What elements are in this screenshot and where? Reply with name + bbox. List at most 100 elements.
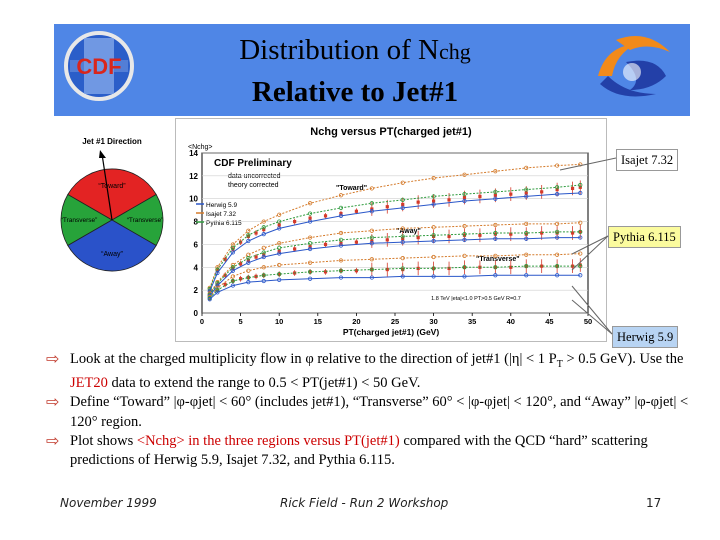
chart-data-point-toward <box>231 247 235 251</box>
nchg-chart: Nchg versus PT(charged jet#1) <Nchg> PT(… <box>188 126 592 337</box>
chart-data-point-transverse <box>223 282 227 287</box>
bullet-1-sub: T <box>556 358 563 370</box>
region-label-toward: "Toward" <box>336 185 367 192</box>
chart-data-point-toward <box>493 193 497 197</box>
chart-data-point-toward <box>570 186 575 191</box>
bullet-3-text-b: compared with the QCD “hard” scattering … <box>70 432 648 468</box>
chart-data-point-away <box>462 233 467 237</box>
chart-point-pythia-transverse <box>369 267 374 272</box>
chart-xlabel: PT(charged jet#1) (GeV) <box>343 327 440 337</box>
chart-point-isajet-transverse <box>431 254 436 260</box>
chart-point-isajet-toward <box>277 212 282 217</box>
region-label-transverse: "Transverse" <box>476 256 520 263</box>
chart-point-herwig-toward <box>369 209 374 214</box>
chart-point-isajet-transverse <box>246 268 251 273</box>
chart-point-pythia-toward <box>462 192 467 197</box>
chart-xtick-label: 25 <box>391 317 399 326</box>
chart-point-isajet-transverse <box>338 258 344 263</box>
chart-data-point-toward <box>293 219 297 224</box>
chart-point-herwig-transverse <box>431 274 436 279</box>
chart-data-point-transverse <box>354 269 358 273</box>
chart-data-point-away <box>231 266 235 271</box>
bullet-1-text-e: data to extend the range to 0.5 < PT(jet… <box>107 375 421 392</box>
page-number: 17 <box>646 496 662 510</box>
chart-point-pythia-transverse <box>400 266 405 271</box>
chart-series-line-pythia-away <box>209 231 581 295</box>
chart-data-point-away <box>277 249 281 253</box>
chart-point-isajet-away <box>277 241 282 246</box>
chart-data-point-toward <box>416 200 420 204</box>
chart-point-isajet-away <box>369 228 374 233</box>
bullet-2: ⇨ Define “Toward” |φ-φjet| < 60° (includ… <box>44 392 694 431</box>
chart-point-pythia-toward <box>578 182 583 188</box>
chart-series-line-isajet-away <box>209 222 581 294</box>
chart-point-herwig-transverse <box>578 273 583 278</box>
away-sector <box>67 219 157 272</box>
chart-xtick-label: 50 <box>584 317 592 326</box>
chart-data-point-transverse <box>540 264 544 268</box>
chart-point-pythia-toward <box>246 233 251 238</box>
jet-arrow-icon <box>101 153 113 221</box>
chart-point-herwig-toward <box>261 232 266 237</box>
chart-point-herwig-transverse <box>307 276 313 281</box>
fermilab-logo-icon <box>586 32 678 106</box>
chart-xtick-label: 30 <box>429 317 437 326</box>
chart-data-point-toward <box>578 185 582 189</box>
chart-point-herwig-transverse <box>215 290 220 295</box>
chart-point-herwig-toward <box>230 250 235 255</box>
chart-point-pythia-transverse <box>230 278 235 284</box>
chart-point-herwig-transverse <box>400 274 405 279</box>
chart-data-point-toward <box>277 223 281 227</box>
chart-data-point-toward <box>354 209 358 213</box>
chart-series-line-isajet-transverse <box>209 253 581 298</box>
chart-point-herwig-toward <box>431 202 436 207</box>
chart-data-point-away <box>524 232 528 236</box>
chart-point-herwig-transverse <box>207 297 212 302</box>
chart-xtick-label: 35 <box>468 317 476 326</box>
chart-data-point-away <box>493 232 497 236</box>
chart-data-point-transverse <box>385 267 389 272</box>
chart-series-line-herwig-toward <box>209 192 581 292</box>
legend-item-isajet: Isajet 7.32 <box>206 211 236 218</box>
chart-point-isajet-toward <box>400 180 405 185</box>
chart-point-pythia-toward <box>277 219 282 224</box>
chart-data-point-away <box>540 231 544 235</box>
chart-point-isajet-away <box>431 225 436 230</box>
chart-point-isajet-transverse <box>230 274 235 279</box>
bullet-1-eta: η <box>511 351 520 367</box>
chart-point-isajet-away <box>524 221 529 226</box>
chart-data-point-transverse <box>246 275 250 280</box>
chart-data-point-away <box>246 258 250 263</box>
chart-xtick-label: 15 <box>314 317 322 326</box>
chart-point-isajet-toward <box>307 201 313 206</box>
chart-point-herwig-away <box>230 268 235 273</box>
bullet-list: ⇨ Look at the charged multiplicity flow … <box>44 349 694 470</box>
chart-point-pythia-toward <box>555 185 560 190</box>
chart-point-isajet-away <box>400 226 405 231</box>
chart-point-pythia-transverse <box>246 275 251 280</box>
chart-point-pythia-transverse <box>431 266 436 271</box>
chart-data-point-away <box>509 232 513 236</box>
title-line2: Relative to Jet#1 <box>251 76 459 108</box>
chart-point-isajet-transverse <box>369 257 374 262</box>
chart-data-point-transverse <box>509 265 513 269</box>
chart-data-point-away <box>447 234 451 239</box>
chart-data-point-transverse <box>432 266 436 271</box>
bullet-arrow-icon: ⇨ <box>46 349 60 368</box>
chart-point-pythia-away <box>307 241 313 246</box>
chart-point-herwig-toward <box>307 219 313 224</box>
chart-point-herwig-transverse <box>555 273 560 278</box>
chart-data-point-away <box>401 237 405 241</box>
bullet-3: ⇨ Plot shows <Nchg> in the three regions… <box>44 431 694 470</box>
chart-point-pythia-away <box>246 256 251 261</box>
chart-point-pythia-transverse <box>578 264 583 269</box>
chart-data-point-toward <box>462 195 467 200</box>
chart-point-isajet-away <box>555 221 560 226</box>
chart-data-point-away <box>385 238 389 242</box>
chart-point-isajet-transverse <box>261 265 266 270</box>
chart-data-point-away <box>308 245 312 249</box>
title-line1-sub: chg <box>439 39 471 64</box>
bullet-arrow-icon: ⇨ <box>46 392 60 412</box>
chart-point-isajet-toward <box>261 219 266 224</box>
